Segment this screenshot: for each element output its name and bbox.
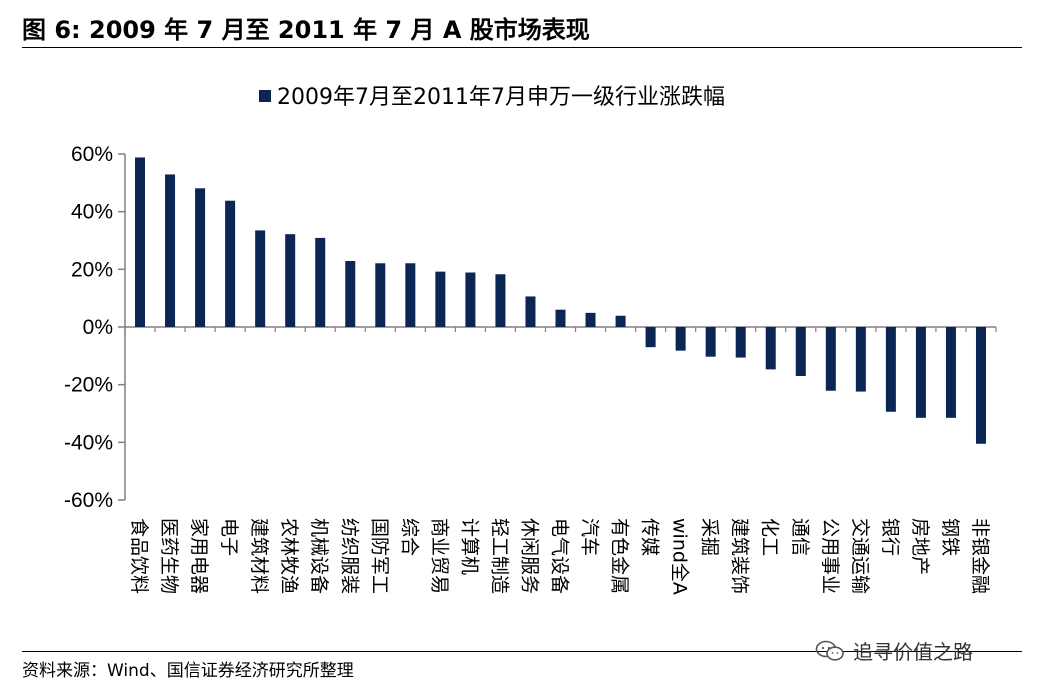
x-tick-label: 公用事业: [819, 518, 841, 594]
x-tick-label: wind全A: [669, 518, 691, 595]
source-note: 资料来源：Wind、国信证券经济研究所整理: [22, 661, 354, 681]
bar: [435, 271, 446, 327]
x-tick-label: 建筑材料: [248, 518, 270, 594]
bar: [885, 327, 896, 412]
watermark: 追寻价值之路: [815, 636, 973, 665]
bar: [255, 230, 266, 327]
bar: [855, 327, 866, 392]
bar: [525, 296, 536, 327]
x-tick-label: 化工: [759, 518, 781, 556]
y-tick-label: 0%: [83, 316, 113, 339]
x-tick-label: 轻工制造: [488, 518, 510, 594]
x-tick-label: 纺织服装: [338, 518, 360, 594]
x-tick-label: 食品饮料: [128, 518, 150, 594]
x-tick-label: 银行: [879, 518, 901, 556]
bar: [735, 327, 746, 358]
x-tick-label: 农林牧渔: [278, 518, 300, 594]
top-rule: [22, 47, 1022, 48]
x-tick-label: 建筑装饰: [729, 518, 751, 594]
x-tick-label: 非银金融: [969, 518, 991, 594]
x-tick-label: 休闲服务: [518, 518, 540, 594]
bar: [195, 188, 206, 327]
bar: [165, 174, 176, 327]
bar: [405, 263, 416, 327]
bar: [135, 157, 146, 327]
bar: [705, 327, 716, 357]
legend: 2009年7月至2011年7月申万一级行业涨跌幅: [259, 85, 725, 110]
bar: [555, 309, 566, 327]
bar: [915, 327, 926, 418]
bar: [285, 234, 296, 327]
x-tick-label: 传媒: [639, 518, 661, 556]
bar: [975, 327, 986, 444]
x-tick-label: 交通运输: [849, 518, 871, 594]
x-tick-label: 家用电器: [188, 518, 210, 594]
bar: [495, 274, 506, 327]
x-tick-label: 房地产: [909, 518, 931, 575]
bar: [615, 315, 626, 327]
bar: [765, 327, 776, 370]
legend-swatch: [259, 90, 271, 102]
bar: [225, 200, 236, 327]
x-tick-label: 有色金属: [609, 518, 631, 594]
x-tick-label: 采掘: [699, 518, 721, 556]
y-tick-label: -60%: [64, 489, 113, 512]
bar: [465, 272, 476, 327]
y-tick-label: -40%: [64, 431, 113, 454]
legend-label: 2009年7月至2011年7月申万一级行业涨跌幅: [277, 85, 725, 110]
bar: [315, 237, 326, 327]
bottom-rule: [22, 651, 1022, 652]
watermark-text: 追寻价值之路: [853, 640, 973, 664]
y-tick-label: 20%: [71, 258, 113, 281]
y-tick-label: 40%: [71, 201, 113, 224]
y-tick-label: 60%: [71, 143, 113, 166]
x-tick-label: 机械设备: [308, 518, 330, 594]
x-tick-label: 通信: [789, 518, 811, 556]
wechat-icon: [815, 640, 844, 661]
bar: [795, 327, 806, 377]
x-tick-label: 医药生物: [158, 518, 180, 594]
bar: [585, 312, 596, 327]
bar: [375, 263, 386, 327]
bars: [135, 157, 986, 444]
bar: [345, 260, 356, 327]
x-tick-label: 汽车: [579, 518, 601, 556]
bar: [645, 327, 656, 348]
bar: [675, 327, 686, 351]
x-tick-label: 商业贸易: [428, 518, 450, 594]
x-tick-label: 钢铁: [939, 518, 961, 556]
figure-title: 图 6: 2009 年 7 月至 2011 年 7 月 A 股市场表现: [22, 16, 590, 44]
category-labels: 食品饮料 医药生物 家用电器 电子 建筑材料 农林牧渔 机械设备 纺织服装 国防军工 综合 商业贸易…: [128, 518, 991, 595]
bar: [945, 327, 956, 418]
x-tick-label: 电子: [218, 518, 240, 556]
bar: [825, 327, 836, 391]
x-tick-label: 综合: [398, 518, 420, 556]
x-tick-label: 国防军工: [368, 518, 390, 594]
x-tick-label: 计算机: [458, 518, 480, 575]
x-tick-label: 电气设备: [549, 518, 571, 594]
y-tick-label: -20%: [64, 374, 113, 397]
